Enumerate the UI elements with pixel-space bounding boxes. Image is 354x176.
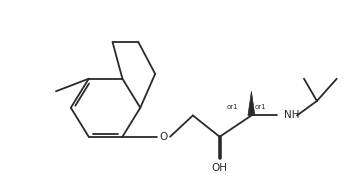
- Text: OH: OH: [212, 163, 228, 173]
- Text: or1: or1: [255, 104, 266, 110]
- Polygon shape: [248, 91, 255, 115]
- Text: O: O: [159, 132, 167, 142]
- Text: or1: or1: [227, 104, 238, 110]
- Text: NH: NH: [284, 111, 299, 120]
